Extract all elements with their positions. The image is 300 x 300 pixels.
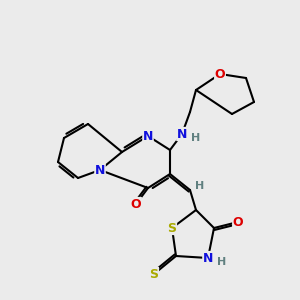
- Text: N: N: [143, 130, 153, 142]
- Text: N: N: [95, 164, 105, 176]
- Text: O: O: [215, 68, 225, 80]
- Text: S: S: [149, 268, 158, 281]
- Text: H: H: [218, 257, 226, 267]
- Text: O: O: [131, 197, 141, 211]
- Text: S: S: [167, 221, 176, 235]
- Text: N: N: [203, 251, 213, 265]
- Text: H: H: [191, 133, 201, 143]
- Text: O: O: [233, 215, 243, 229]
- Text: H: H: [195, 181, 205, 191]
- Text: N: N: [177, 128, 187, 140]
